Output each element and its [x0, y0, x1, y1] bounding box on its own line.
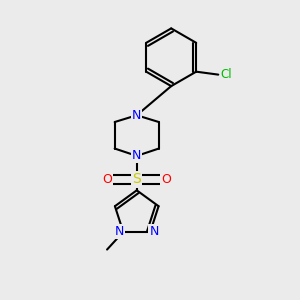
Text: N: N — [115, 225, 124, 239]
Text: N: N — [149, 225, 159, 239]
Text: N: N — [132, 109, 141, 122]
Text: O: O — [102, 173, 112, 186]
Text: O: O — [161, 173, 171, 186]
Text: Cl: Cl — [221, 68, 232, 81]
Text: N: N — [132, 149, 141, 162]
Text: S: S — [132, 172, 141, 186]
